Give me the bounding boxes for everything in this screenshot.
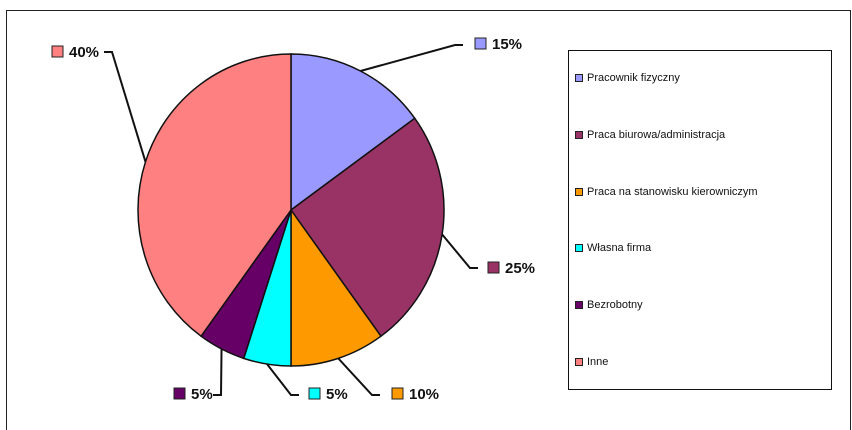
legend-swatch — [575, 187, 583, 196]
leader-line-4 — [266, 363, 299, 396]
data-label-3: 10% — [409, 386, 439, 403]
leader-line-6 — [104, 51, 147, 163]
leader-line-5 — [213, 348, 223, 396]
label-swatch-5 — [173, 387, 186, 400]
data-label-6: 40% — [69, 44, 99, 61]
chart-frame — [6, 10, 851, 430]
legend-label: Inne — [587, 355, 609, 368]
pie-slice-1 — [290, 53, 416, 212]
data-label-1: 15% — [492, 36, 522, 53]
legend-swatch — [575, 357, 583, 366]
legend-item-5: Bezrobotny — [575, 299, 643, 311]
label-swatch-3 — [391, 387, 404, 400]
label-swatch-6 — [51, 45, 64, 58]
data-label-2: 25% — [505, 260, 535, 277]
legend-swatch — [575, 74, 583, 83]
legend-label: Praca biurowa/administracja — [587, 129, 726, 141]
legend-swatch — [575, 244, 583, 253]
legend: Pracownik fizyczny Praca biurowa/administ… — [568, 50, 832, 390]
data-label-5: 5% — [191, 386, 213, 403]
legend-item-3: Praca na stanowisku kierowniczym — [575, 186, 758, 198]
legend-swatch — [575, 131, 583, 139]
legend-item-1: Pracownik fizyczny — [575, 72, 680, 84]
legend-label: Pracownik fizyczny — [587, 72, 680, 85]
legend-swatch — [575, 301, 583, 309]
leader-line-3 — [337, 357, 380, 396]
legend-label: Własna firma — [587, 242, 652, 255]
legend-label: Bezrobotny — [587, 299, 643, 311]
leader-line-1 — [360, 44, 463, 72]
label-swatch-4 — [308, 387, 321, 400]
label-swatch-1 — [474, 37, 487, 50]
leader-line-2 — [441, 233, 478, 269]
legend-item-6: Inne — [575, 356, 608, 368]
legend-item-2: Praca biurowa/administracja — [575, 129, 725, 141]
label-swatch-2 — [487, 261, 500, 274]
legend-label: Praca na stanowisku kierowniczym — [587, 185, 758, 198]
pie-slice-6 — [137, 53, 292, 338]
data-label-4: 5% — [326, 386, 348, 403]
legend-item-4: Własna firma — [575, 242, 651, 254]
